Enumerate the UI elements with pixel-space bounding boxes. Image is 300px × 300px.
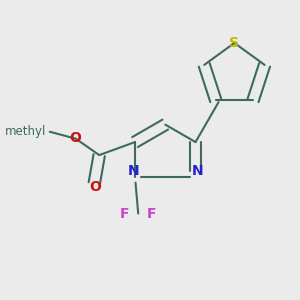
Text: N: N <box>128 164 139 178</box>
Text: O: O <box>89 180 101 194</box>
Text: F: F <box>147 207 157 221</box>
Text: N: N <box>192 164 204 178</box>
Text: methyl: methyl <box>5 125 47 138</box>
Text: F: F <box>120 207 129 221</box>
Text: O: O <box>69 131 81 145</box>
Text: S: S <box>230 36 239 50</box>
